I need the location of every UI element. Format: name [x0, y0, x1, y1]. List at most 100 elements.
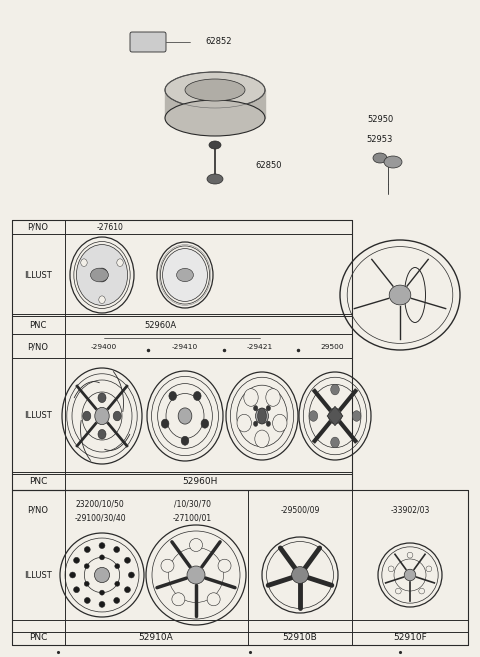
Ellipse shape [124, 557, 131, 563]
Ellipse shape [253, 405, 258, 411]
Polygon shape [165, 90, 265, 118]
Ellipse shape [161, 559, 174, 572]
Text: ILLUST: ILLUST [24, 570, 52, 579]
Ellipse shape [83, 411, 91, 420]
Text: 52953: 52953 [367, 135, 393, 145]
Ellipse shape [185, 79, 245, 101]
Ellipse shape [209, 141, 221, 149]
Ellipse shape [163, 248, 207, 302]
Ellipse shape [96, 268, 108, 282]
Ellipse shape [255, 408, 268, 424]
Ellipse shape [419, 588, 424, 594]
Text: 62852: 62852 [205, 37, 231, 47]
Ellipse shape [115, 564, 120, 569]
Ellipse shape [115, 581, 120, 586]
Ellipse shape [331, 384, 339, 395]
Ellipse shape [218, 559, 231, 572]
Text: ILLUST: ILLUST [24, 411, 52, 420]
Ellipse shape [165, 100, 265, 136]
Ellipse shape [293, 568, 307, 582]
Ellipse shape [76, 244, 128, 306]
Ellipse shape [258, 408, 266, 424]
Ellipse shape [99, 296, 105, 304]
Text: 52960A: 52960A [144, 321, 176, 330]
Ellipse shape [426, 566, 432, 572]
Text: ILLUST: ILLUST [24, 271, 52, 279]
Ellipse shape [117, 259, 123, 267]
FancyBboxPatch shape [130, 32, 166, 52]
Ellipse shape [90, 268, 108, 282]
Ellipse shape [177, 269, 193, 282]
Ellipse shape [84, 564, 89, 569]
Ellipse shape [384, 156, 402, 168]
Ellipse shape [255, 430, 269, 447]
Text: -27610: -27610 [96, 223, 123, 231]
Text: 62850: 62850 [255, 160, 281, 170]
Ellipse shape [207, 593, 220, 606]
Text: 52960H: 52960H [182, 478, 218, 486]
Ellipse shape [273, 415, 287, 432]
Ellipse shape [99, 590, 105, 595]
Ellipse shape [180, 269, 190, 281]
Text: -29400: -29400 [91, 344, 117, 350]
Ellipse shape [99, 543, 105, 549]
Text: -27100/01: -27100/01 [172, 514, 212, 522]
Ellipse shape [129, 572, 134, 578]
Ellipse shape [95, 568, 109, 583]
Ellipse shape [114, 597, 120, 603]
Ellipse shape [352, 411, 361, 421]
Ellipse shape [84, 597, 90, 603]
Ellipse shape [178, 408, 192, 424]
Ellipse shape [84, 581, 89, 586]
Ellipse shape [388, 566, 394, 572]
Ellipse shape [328, 408, 341, 424]
Ellipse shape [169, 392, 177, 401]
Ellipse shape [73, 557, 80, 563]
Ellipse shape [266, 421, 271, 426]
Ellipse shape [99, 555, 105, 560]
Ellipse shape [113, 411, 121, 420]
Text: -29500/09: -29500/09 [280, 505, 320, 514]
Ellipse shape [165, 72, 265, 108]
Ellipse shape [187, 566, 205, 584]
Ellipse shape [114, 547, 120, 553]
Ellipse shape [292, 566, 308, 583]
Ellipse shape [407, 553, 413, 558]
Text: PNC: PNC [29, 478, 47, 486]
Ellipse shape [331, 437, 339, 447]
Ellipse shape [84, 547, 90, 553]
Ellipse shape [373, 153, 387, 163]
Ellipse shape [266, 389, 280, 406]
Text: P/NO: P/NO [27, 342, 48, 351]
Text: 52910F: 52910F [393, 633, 427, 643]
Ellipse shape [190, 539, 203, 551]
Ellipse shape [99, 601, 105, 607]
Text: P/NO: P/NO [27, 223, 48, 231]
Ellipse shape [98, 393, 106, 403]
Text: 52910A: 52910A [139, 633, 173, 643]
Text: -29410: -29410 [172, 344, 198, 350]
Ellipse shape [181, 436, 189, 445]
Ellipse shape [98, 430, 106, 439]
Ellipse shape [207, 174, 223, 184]
Ellipse shape [244, 389, 258, 406]
Text: -29100/30/40: -29100/30/40 [74, 514, 126, 522]
Text: PNC: PNC [29, 321, 47, 330]
Text: 29500: 29500 [320, 344, 344, 350]
Ellipse shape [237, 415, 252, 432]
Ellipse shape [253, 421, 258, 426]
Ellipse shape [161, 419, 169, 428]
Text: /10/30/70: /10/30/70 [173, 499, 211, 509]
Ellipse shape [73, 587, 80, 593]
Text: P/NO: P/NO [27, 505, 48, 514]
Ellipse shape [172, 593, 185, 606]
Text: -29421: -29421 [247, 344, 273, 350]
Text: 52910B: 52910B [283, 633, 317, 643]
Text: -33902/03: -33902/03 [390, 505, 430, 514]
Ellipse shape [193, 392, 201, 401]
Ellipse shape [95, 407, 109, 424]
Ellipse shape [309, 411, 318, 421]
Ellipse shape [396, 588, 401, 594]
Ellipse shape [389, 285, 411, 305]
Text: PNC: PNC [29, 633, 47, 643]
